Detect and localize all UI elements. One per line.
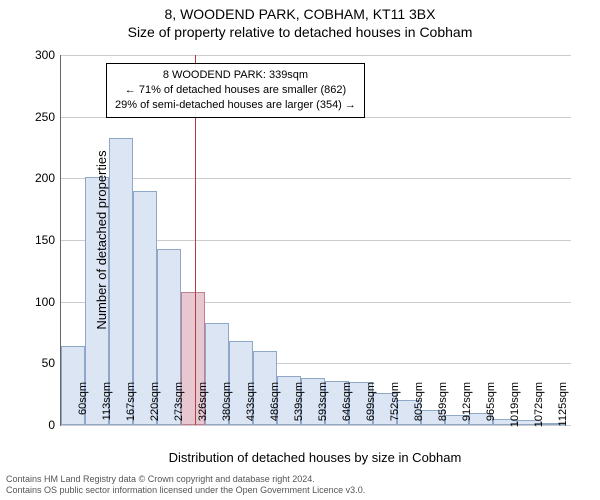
- x-tick-label: 113sqm: [101, 382, 113, 430]
- y-tick-label: 100: [15, 295, 55, 309]
- x-tick-label: 593sqm: [317, 382, 329, 430]
- x-tick-label: 167sqm: [125, 382, 137, 430]
- attribution-footer: Contains HM Land Registry data © Crown c…: [6, 474, 365, 496]
- x-tick-label: 486sqm: [269, 382, 281, 430]
- x-tick-label: 1019sqm: [509, 382, 521, 430]
- x-tick-label: 220sqm: [149, 382, 161, 430]
- y-tick-label: 150: [15, 233, 55, 247]
- x-tick-label: 326sqm: [197, 382, 209, 430]
- x-tick-label: 965sqm: [485, 382, 497, 430]
- x-tick-label: 1125sqm: [557, 382, 569, 430]
- footer-line-2: Contains OS public sector information li…: [6, 485, 365, 496]
- x-axis-label: Distribution of detached houses by size …: [60, 450, 570, 465]
- x-tick-label: 380sqm: [221, 382, 233, 430]
- page-title-subtitle: Size of property relative to detached ho…: [0, 22, 600, 40]
- gridline: [61, 55, 571, 56]
- annotation-box: 8 WOODEND PARK: 339sqm← 71% of detached …: [106, 63, 365, 118]
- y-tick-label: 0: [15, 418, 55, 432]
- x-tick-label: 646sqm: [341, 382, 353, 430]
- gridline: [61, 178, 571, 179]
- x-tick-label: 1072sqm: [533, 382, 545, 430]
- x-tick-label: 752sqm: [389, 382, 401, 430]
- x-tick-label: 273sqm: [173, 382, 185, 430]
- x-tick-label: 912sqm: [461, 382, 473, 430]
- y-tick-label: 50: [15, 356, 55, 370]
- footer-line-1: Contains HM Land Registry data © Crown c…: [6, 474, 365, 485]
- x-tick-label: 859sqm: [437, 382, 449, 430]
- histogram-plot: 05010015020025030060sqm113sqm167sqm220sq…: [60, 55, 571, 426]
- chart-area: 05010015020025030060sqm113sqm167sqm220sq…: [60, 55, 570, 425]
- x-tick-label: 699sqm: [365, 382, 377, 430]
- y-tick-label: 200: [15, 171, 55, 185]
- x-tick-label: 433sqm: [245, 382, 257, 430]
- x-tick-label: 539sqm: [293, 382, 305, 430]
- annotation-line-1: 8 WOODEND PARK: 339sqm: [115, 68, 356, 83]
- x-tick-label: 60sqm: [77, 382, 89, 430]
- annotation-line-3: 29% of semi-detached houses are larger (…: [115, 98, 356, 113]
- y-tick-label: 300: [15, 48, 55, 62]
- y-tick-label: 250: [15, 110, 55, 124]
- y-axis-label: Number of detached properties: [94, 150, 109, 329]
- x-tick-label: 805sqm: [413, 382, 425, 430]
- page-title-address: 8, WOODEND PARK, COBHAM, KT11 3BX: [0, 0, 600, 22]
- annotation-line-2: ← 71% of detached houses are smaller (86…: [115, 83, 356, 98]
